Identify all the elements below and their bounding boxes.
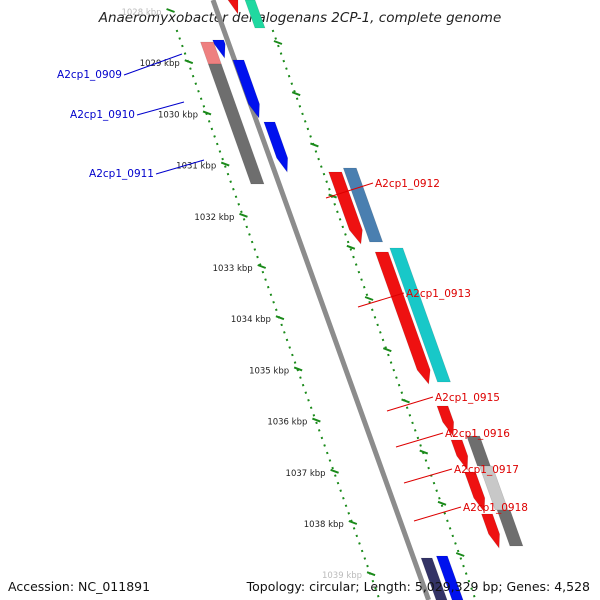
gene-arrow <box>374 251 431 385</box>
scale-tick <box>239 212 248 218</box>
scale-tick-label: 1030 kbp <box>158 110 198 120</box>
gene-arrow <box>464 471 486 513</box>
gene-label: A2cp1_0916 <box>445 428 510 440</box>
scale-tick <box>293 366 303 372</box>
gene-feature <box>342 167 384 243</box>
scale-dotted-line-right <box>271 29 477 600</box>
gene-feature <box>420 557 448 600</box>
scale-tick <box>166 8 175 13</box>
scale-tick <box>364 296 374 301</box>
gene-label-leader <box>413 506 462 522</box>
scale-tick <box>437 500 447 506</box>
gene-label: A2cp1_0912 <box>375 178 440 190</box>
scale-tick <box>184 59 194 65</box>
scale-tick <box>257 264 267 269</box>
scale-tick <box>202 110 212 116</box>
scale-tick <box>220 161 230 167</box>
gene-feature <box>466 435 491 467</box>
gene-label: A2cp1_0909 <box>57 69 122 81</box>
gene-feature <box>389 247 451 383</box>
gene-feature <box>496 509 524 547</box>
scale-tick <box>330 468 339 474</box>
gene-label: A2cp1_0917 <box>454 464 519 476</box>
gene-label-leader <box>325 182 374 199</box>
scale-tick <box>275 315 285 321</box>
gene-feature <box>207 63 265 185</box>
scale-dotted-line-left <box>175 29 381 600</box>
gene-label: A2cp1_0915 <box>435 392 500 404</box>
scale-tick <box>310 142 319 148</box>
gene-feature <box>435 555 464 600</box>
gene-arrow <box>263 121 289 173</box>
gene-arrow <box>450 439 469 471</box>
gene-arrow <box>227 0 239 15</box>
gene-label-leader <box>386 396 434 412</box>
scale-tick-label: 1033 kbp <box>213 264 253 274</box>
gene-arrow <box>232 59 260 119</box>
gene-label: A2cp1_0913 <box>406 288 471 300</box>
scale-tick-label: 1032 kbp <box>194 213 234 223</box>
page-title: Anaeromyxobacter dehalogenans 2CP-1, com… <box>98 10 502 26</box>
gene-label: A2cp1_0918 <box>463 502 528 514</box>
gene-label-leader <box>155 159 205 175</box>
gene-label: A2cp1_0911 <box>89 168 154 180</box>
scale-tick-label: 1039 kbp <box>322 571 362 581</box>
gene-label-leader <box>395 432 444 448</box>
scale-tick <box>346 244 356 250</box>
scale-tick <box>382 347 392 353</box>
gene-arrow <box>481 513 500 549</box>
scale-tick-label: 1035 kbp <box>249 366 289 376</box>
scale-tick-label: 1028 kbp <box>121 8 161 18</box>
gene-arrow <box>436 405 455 437</box>
scale-tick <box>348 520 358 525</box>
gene-label-leader <box>123 53 183 76</box>
gene-label-leader <box>403 468 453 484</box>
scale-tick-label: 1036 kbp <box>267 418 307 428</box>
gene-label: A2cp1_0910 <box>70 109 135 121</box>
scale-tick <box>419 449 429 455</box>
scale-tick-label: 1034 kbp <box>231 315 271 325</box>
scale-tick <box>366 571 376 577</box>
scale-tick-label: 1031 kbp <box>176 162 216 172</box>
scale-tick <box>291 91 301 97</box>
topology-label: Topology: circular; Length: 5,029,329 bp… <box>246 579 590 594</box>
scale-tick <box>273 40 283 45</box>
scale-tick-label: 1038 kbp <box>304 520 344 530</box>
accession-label: Accession: NC_011891 <box>8 579 151 594</box>
scale-tick-label: 1029 kbp <box>140 59 180 69</box>
gene-label-leader <box>136 101 185 116</box>
scale-tick <box>455 552 465 557</box>
gene-label-leader <box>357 292 405 308</box>
scale-tick <box>401 398 410 404</box>
scale-tick-label: 1037 kbp <box>286 469 326 479</box>
gene-feature <box>244 0 266 29</box>
gene-arrow <box>328 171 363 245</box>
scale-tick <box>312 417 321 423</box>
